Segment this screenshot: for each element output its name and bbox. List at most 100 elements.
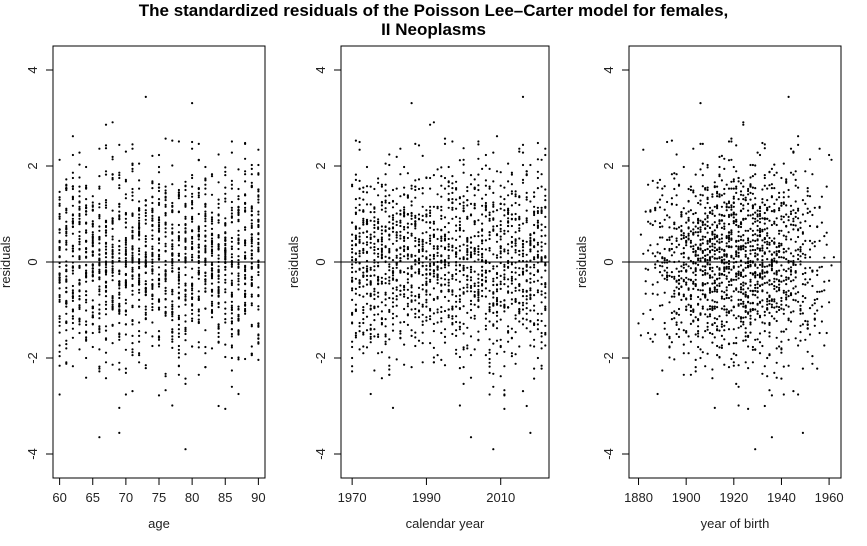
residual-point (451, 217, 454, 220)
residual-point (727, 328, 731, 331)
residual-point (369, 241, 372, 244)
residual-point (492, 225, 495, 228)
residual-point (458, 257, 461, 260)
residual-point (694, 195, 697, 198)
residual-point (244, 256, 247, 259)
residual-point (668, 216, 671, 219)
residual-point (395, 298, 398, 301)
residual-point (756, 243, 759, 246)
residual-point (250, 238, 253, 241)
residual-point (749, 214, 752, 217)
residual-point (91, 201, 94, 204)
residual-point (151, 287, 154, 290)
residual-point (369, 392, 372, 396)
residual-point (723, 227, 726, 230)
residual-point (197, 266, 200, 269)
residual-point (230, 312, 233, 315)
residual-point (230, 322, 233, 325)
residual-point (138, 330, 141, 333)
residual-point (104, 170, 108, 173)
residual-point (414, 260, 417, 263)
residual-point (177, 328, 180, 331)
residual-point (481, 213, 484, 216)
residual-point (351, 256, 354, 259)
residual-point (391, 242, 395, 245)
y-tick-label: -2 (313, 352, 328, 364)
residual-point (792, 220, 795, 223)
residual-point (406, 267, 409, 270)
residual-point (224, 170, 227, 173)
residual-point (716, 277, 719, 280)
residual-point (730, 278, 733, 281)
residual-point (739, 302, 743, 305)
residual-point (191, 218, 194, 221)
residual-point (406, 222, 409, 225)
residual-point (666, 261, 669, 264)
residual-point (761, 239, 764, 242)
residual-point (492, 302, 495, 305)
residual-point (58, 202, 61, 205)
residual-point (699, 356, 702, 360)
residual-point (473, 248, 476, 251)
residual-point (164, 245, 167, 248)
residual-point (204, 229, 207, 232)
residual-point (432, 220, 435, 223)
residual-point (680, 230, 683, 233)
residual-point (191, 259, 194, 262)
residual-point (58, 324, 61, 327)
residual-point (469, 213, 473, 217)
residual-point (250, 242, 253, 245)
residual-point (417, 250, 421, 253)
residual-point (749, 191, 752, 194)
residual-point (204, 183, 207, 186)
residual-point (756, 312, 759, 315)
residual-point (713, 317, 716, 320)
residual-point (164, 278, 167, 281)
residual-point (197, 256, 200, 259)
residual-point (217, 254, 220, 257)
residual-point (440, 235, 443, 238)
residual-point (177, 235, 180, 238)
residual-point (447, 316, 450, 319)
residual-point (138, 273, 141, 276)
residual-point (380, 310, 383, 313)
residual-point (421, 219, 424, 222)
residual-point (525, 404, 528, 408)
residual-point (685, 241, 688, 244)
residual-point (362, 219, 365, 222)
residual-point (358, 241, 361, 244)
residual-point (191, 292, 194, 295)
residual-point (761, 255, 764, 258)
residual-point (217, 257, 220, 260)
residual-point (151, 302, 154, 305)
residual-point (351, 221, 354, 224)
residual-point (164, 314, 167, 317)
residual-point (131, 191, 134, 194)
residual-point (663, 327, 666, 330)
residual-point (204, 165, 207, 169)
residual-point (417, 316, 421, 319)
residual-point (104, 234, 108, 237)
residual-point (458, 325, 461, 328)
residual-point (492, 323, 495, 326)
residual-point (540, 249, 543, 252)
residual-point (739, 182, 743, 185)
residual-point (429, 254, 432, 257)
residual-point (818, 206, 821, 209)
residual-point (351, 340, 354, 343)
residual-point (775, 273, 778, 276)
residual-point (682, 266, 685, 269)
residual-point (104, 307, 108, 311)
residual-point (257, 358, 260, 361)
residual-point (536, 158, 540, 161)
residual-point (675, 173, 678, 176)
residual-point (680, 270, 683, 273)
residual-point (668, 249, 671, 252)
residual-point (735, 213, 738, 216)
residual-point (171, 267, 174, 270)
residual-point (773, 280, 776, 283)
residual-point (171, 300, 174, 303)
residual-point (533, 280, 536, 283)
residual-point (708, 239, 712, 242)
residual-point (533, 238, 536, 241)
